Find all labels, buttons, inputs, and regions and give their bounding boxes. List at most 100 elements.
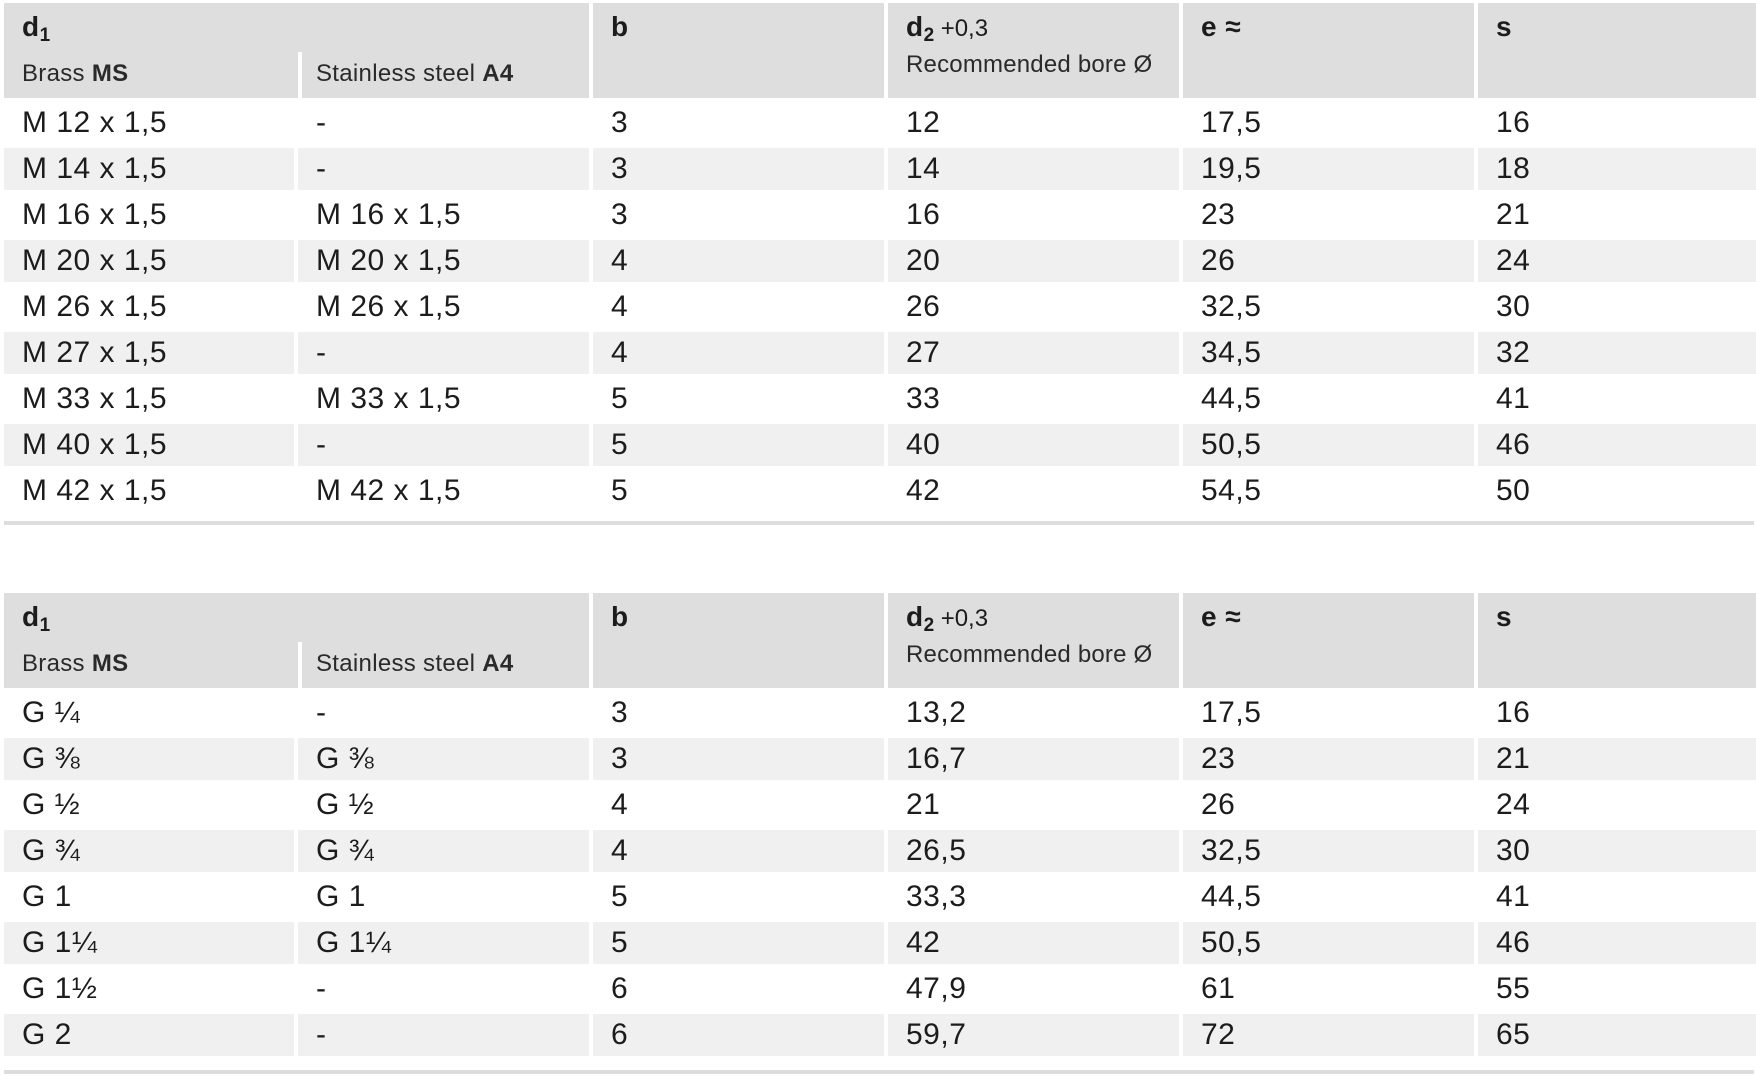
cell-s: 18: [1478, 148, 1756, 190]
cell-e: 19,5: [1183, 148, 1474, 190]
cell-d1-stainless: -: [298, 692, 589, 734]
cell-s: 16: [1478, 102, 1756, 144]
cell-d2: 47,9: [888, 968, 1179, 1010]
table1-bottom-border: [4, 521, 1754, 525]
cell-d2: 13,2: [888, 692, 1179, 734]
cell-s: 24: [1478, 784, 1756, 826]
cell-b: 5: [593, 378, 884, 420]
cell-s: 21: [1478, 194, 1756, 236]
header-s: s: [1478, 593, 1756, 688]
header-brass: Brass MS: [22, 650, 129, 677]
cell-b: 4: [593, 332, 884, 374]
cell-b: 5: [593, 470, 884, 512]
cell-e: 17,5: [1183, 692, 1474, 734]
cell-d1-brass: G ¾: [4, 830, 294, 872]
cell-s: 50: [1478, 470, 1756, 512]
cell-s: 30: [1478, 286, 1756, 328]
table2-bottom-border: [4, 1070, 1754, 1074]
cell-b: 6: [593, 968, 884, 1010]
header-e: e ≈: [1183, 593, 1474, 688]
cell-d1-stainless: G 1¼: [298, 922, 589, 964]
pipe-thread-table: d1 Brass MS Stainless steel A4 b d2 +0,3 …: [4, 593, 1756, 1056]
cell-d1-stainless: G ¾: [298, 830, 589, 872]
cell-s: 16: [1478, 692, 1756, 734]
cell-s: 46: [1478, 922, 1756, 964]
cell-d2: 16: [888, 194, 1179, 236]
cell-e: 50,5: [1183, 424, 1474, 466]
cell-d2: 42: [888, 922, 1179, 964]
d1-symbol: d1: [22, 601, 51, 636]
cell-d1-stainless: -: [298, 102, 589, 144]
cell-e: 32,5: [1183, 286, 1474, 328]
cell-d1-stainless: -: [298, 1014, 589, 1056]
cell-d1-brass: M 16 x 1,5: [4, 194, 294, 236]
header-b: b: [593, 593, 884, 688]
cell-d1-stainless: M 26 x 1,5: [298, 286, 589, 328]
header-d1: d1 Brass MS Stainless steel A4: [4, 593, 589, 688]
cell-d1-stainless: G 1: [298, 876, 589, 918]
cell-b: 3: [593, 148, 884, 190]
cell-d1-brass: M 42 x 1,5: [4, 470, 294, 512]
cell-b: 4: [593, 830, 884, 872]
cell-d1-stainless: M 20 x 1,5: [298, 240, 589, 282]
cell-d2: 40: [888, 424, 1179, 466]
cell-d1-stainless: -: [298, 424, 589, 466]
cell-d1-stainless: M 16 x 1,5: [298, 194, 589, 236]
cell-b: 4: [593, 784, 884, 826]
header-b: b: [593, 3, 884, 98]
cell-b: 3: [593, 738, 884, 780]
cell-d1-brass: M 33 x 1,5: [4, 378, 294, 420]
header-s: s: [1478, 3, 1756, 98]
cell-d1-brass: M 26 x 1,5: [4, 286, 294, 328]
cell-d1-brass: G 2: [4, 1014, 294, 1056]
header-stainless: Stainless steel A4: [298, 642, 588, 688]
cell-d1-stainless: G ½: [298, 784, 589, 826]
cell-d2: 42: [888, 470, 1179, 512]
cell-d1-brass: M 14 x 1,5: [4, 148, 294, 190]
cell-d1-brass: G 1¼: [4, 922, 294, 964]
cell-s: 21: [1478, 738, 1756, 780]
cell-d1-stainless: M 42 x 1,5: [298, 470, 589, 512]
cell-b: 4: [593, 286, 884, 328]
cell-b: 5: [593, 876, 884, 918]
cell-d1-brass: M 20 x 1,5: [4, 240, 294, 282]
cell-s: 24: [1478, 240, 1756, 282]
header-brass: Brass MS: [22, 60, 129, 87]
cell-e: 23: [1183, 194, 1474, 236]
cell-d2: 26,5: [888, 830, 1179, 872]
cell-d2: 21: [888, 784, 1179, 826]
cell-b: 5: [593, 424, 884, 466]
cell-e: 61: [1183, 968, 1474, 1010]
cell-e: 26: [1183, 784, 1474, 826]
cell-d1-brass: G ½: [4, 784, 294, 826]
cell-d1-stainless: M 33 x 1,5: [298, 378, 589, 420]
cell-s: 30: [1478, 830, 1756, 872]
cell-e: 34,5: [1183, 332, 1474, 374]
cell-s: 65: [1478, 1014, 1756, 1056]
cell-b: 3: [593, 692, 884, 734]
cell-e: 23: [1183, 738, 1474, 780]
cell-d1-brass: G ⅜: [4, 738, 294, 780]
cell-e: 50,5: [1183, 922, 1474, 964]
cell-d2: 20: [888, 240, 1179, 282]
cell-b: 6: [593, 1014, 884, 1056]
cell-b: 4: [593, 240, 884, 282]
header-d2: d2 +0,3 Recommended bore Ø: [888, 3, 1179, 98]
header-d1: d1 Brass MS Stainless steel A4: [4, 3, 589, 98]
cell-d2: 59,7: [888, 1014, 1179, 1056]
header-e: e ≈: [1183, 3, 1474, 98]
cell-s: 55: [1478, 968, 1756, 1010]
cell-d1-stainless: -: [298, 148, 589, 190]
cell-d1-stainless: -: [298, 968, 589, 1010]
cell-e: 26: [1183, 240, 1474, 282]
cell-d1-stainless: G ⅜: [298, 738, 589, 780]
cell-e: 44,5: [1183, 378, 1474, 420]
cell-e: 44,5: [1183, 876, 1474, 918]
cell-d2: 14: [888, 148, 1179, 190]
cell-d1-brass: M 12 x 1,5: [4, 102, 294, 144]
cell-b: 5: [593, 922, 884, 964]
cell-d1-brass: M 40 x 1,5: [4, 424, 294, 466]
cell-d1-brass: G 1½: [4, 968, 294, 1010]
header-stainless: Stainless steel A4: [298, 52, 588, 98]
cell-d2: 33,3: [888, 876, 1179, 918]
